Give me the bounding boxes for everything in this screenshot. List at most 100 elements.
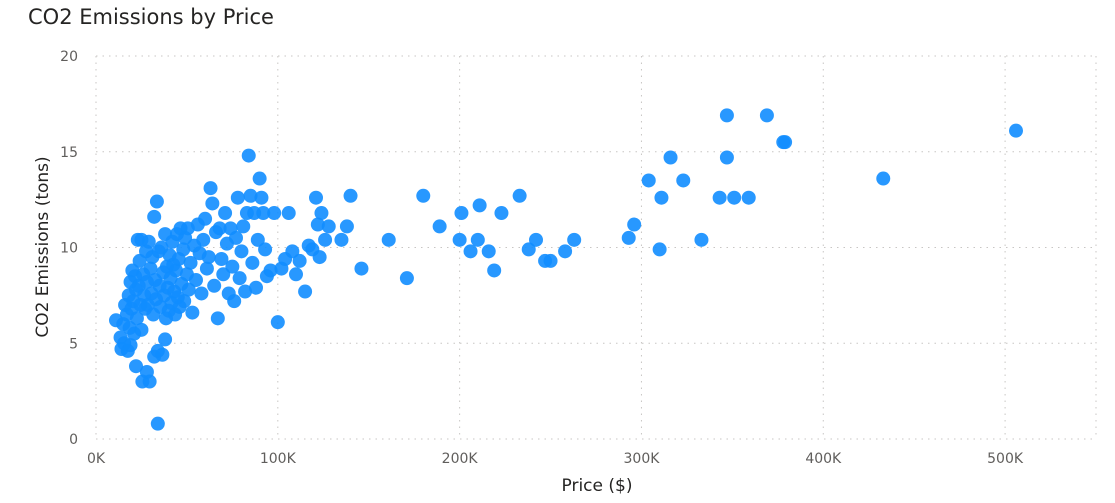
scatter-point[interactable] [243,188,258,203]
scatter-point[interactable] [558,244,573,259]
scatter-point[interactable] [232,271,247,286]
scatter-point[interactable] [256,206,271,221]
scatter-point[interactable] [142,374,157,389]
scatter-point[interactable] [454,206,469,221]
scatter-point[interactable] [334,232,349,247]
scatter-point[interactable] [481,244,496,259]
scatter-point[interactable] [254,190,269,205]
scatter-point[interactable] [236,219,251,234]
scatter-point[interactable] [759,108,774,123]
scatter-point[interactable] [238,284,253,299]
scatter-point[interactable] [199,261,214,276]
scatter-point[interactable] [310,217,325,232]
scatter-point[interactable] [292,253,307,268]
scatter-point[interactable] [778,135,793,150]
scatter-point[interactable] [452,232,467,247]
scatter-point[interactable] [181,282,196,297]
scatter-point[interactable] [285,244,300,259]
scatter-point[interactable] [229,230,243,245]
scatter-point[interactable] [318,232,333,247]
scatter-point[interactable] [521,242,536,257]
scatter-point[interactable] [1009,123,1023,138]
scatter-point[interactable] [250,232,265,247]
scatter-point[interactable] [241,148,256,163]
scatter-point[interactable] [312,250,327,265]
scatter-point[interactable] [621,230,636,245]
scatter-point[interactable] [676,173,691,188]
scatter-point[interactable] [529,232,543,247]
scatter-point[interactable] [230,190,245,205]
scatter-point[interactable] [176,242,191,257]
scatter-point[interactable] [129,359,143,374]
scatter-point[interactable] [281,206,296,221]
scatter-point[interactable] [432,219,447,234]
scatter-point[interactable] [719,150,734,165]
scatter-point[interactable] [267,206,282,221]
scatter-point[interactable] [289,267,303,282]
scatter-point[interactable] [201,250,216,265]
scatter-point[interactable] [470,232,485,247]
scatter-point[interactable] [354,261,369,276]
scatter-point[interactable] [234,244,249,259]
scatter-point[interactable] [258,242,273,257]
scatter-point[interactable] [712,190,727,205]
scatter-point[interactable] [741,190,756,205]
scatter-point[interactable] [155,347,170,362]
scatter-point[interactable] [218,206,233,221]
scatter-point[interactable] [134,322,149,337]
scatter-point[interactable] [245,255,260,270]
scatter-point[interactable] [207,278,222,293]
scatter-point[interactable] [416,188,431,203]
scatter-point[interactable] [129,311,144,326]
scatter-point[interactable] [652,242,667,257]
scatter-point[interactable] [249,280,263,295]
scatter-point[interactable] [185,305,200,320]
scatter-point[interactable] [177,294,192,309]
scatter-point[interactable] [627,217,642,232]
scatter-point[interactable] [225,259,240,274]
scatter-point[interactable] [339,219,354,234]
scatter-point[interactable] [298,284,313,299]
scatter-point[interactable] [123,338,138,353]
scatter-point[interactable] [472,198,487,213]
scatter-point[interactable] [198,211,213,226]
scatter-point[interactable] [567,232,582,247]
scatter-point[interactable] [314,206,329,221]
scatter-point[interactable] [158,332,173,347]
scatter-point[interactable] [194,286,209,301]
scatter-point[interactable] [147,209,162,224]
scatter-point[interactable] [270,315,285,330]
scatter-point[interactable] [641,173,656,188]
scatter-point[interactable] [399,271,414,286]
scatter-point[interactable] [321,219,336,234]
scatter-point[interactable] [214,251,229,266]
scatter-point[interactable] [494,206,509,221]
scatter-point[interactable] [203,181,218,196]
scatter-point[interactable] [654,190,669,205]
scatter-point[interactable] [876,171,891,186]
scatter-point[interactable] [196,232,211,247]
scatter-point[interactable] [309,190,323,205]
scatter-point[interactable] [543,253,558,268]
scatter-point[interactable] [205,196,220,211]
scatter-point[interactable] [169,263,183,278]
scatter-point[interactable] [141,234,156,249]
scatter-point[interactable] [512,188,527,203]
scatter-point[interactable] [343,188,358,203]
scatter-point[interactable] [463,244,478,259]
scatter-point[interactable] [663,150,678,165]
scatter-point[interactable] [183,255,198,270]
scatter-point[interactable] [149,194,164,209]
scatter-point[interactable] [150,416,165,431]
scatter-point[interactable] [227,294,242,309]
scatter-point[interactable] [189,273,203,288]
scatter-point[interactable] [694,232,709,247]
scatter-point[interactable] [727,190,742,205]
scatter-point[interactable] [381,232,396,247]
scatter-point[interactable] [719,108,734,123]
scatter-point[interactable] [252,171,267,186]
scatter-point[interactable] [263,263,278,278]
scatter-point[interactable] [210,311,225,326]
scatter-point[interactable] [143,261,158,276]
scatter-point[interactable] [212,221,227,236]
